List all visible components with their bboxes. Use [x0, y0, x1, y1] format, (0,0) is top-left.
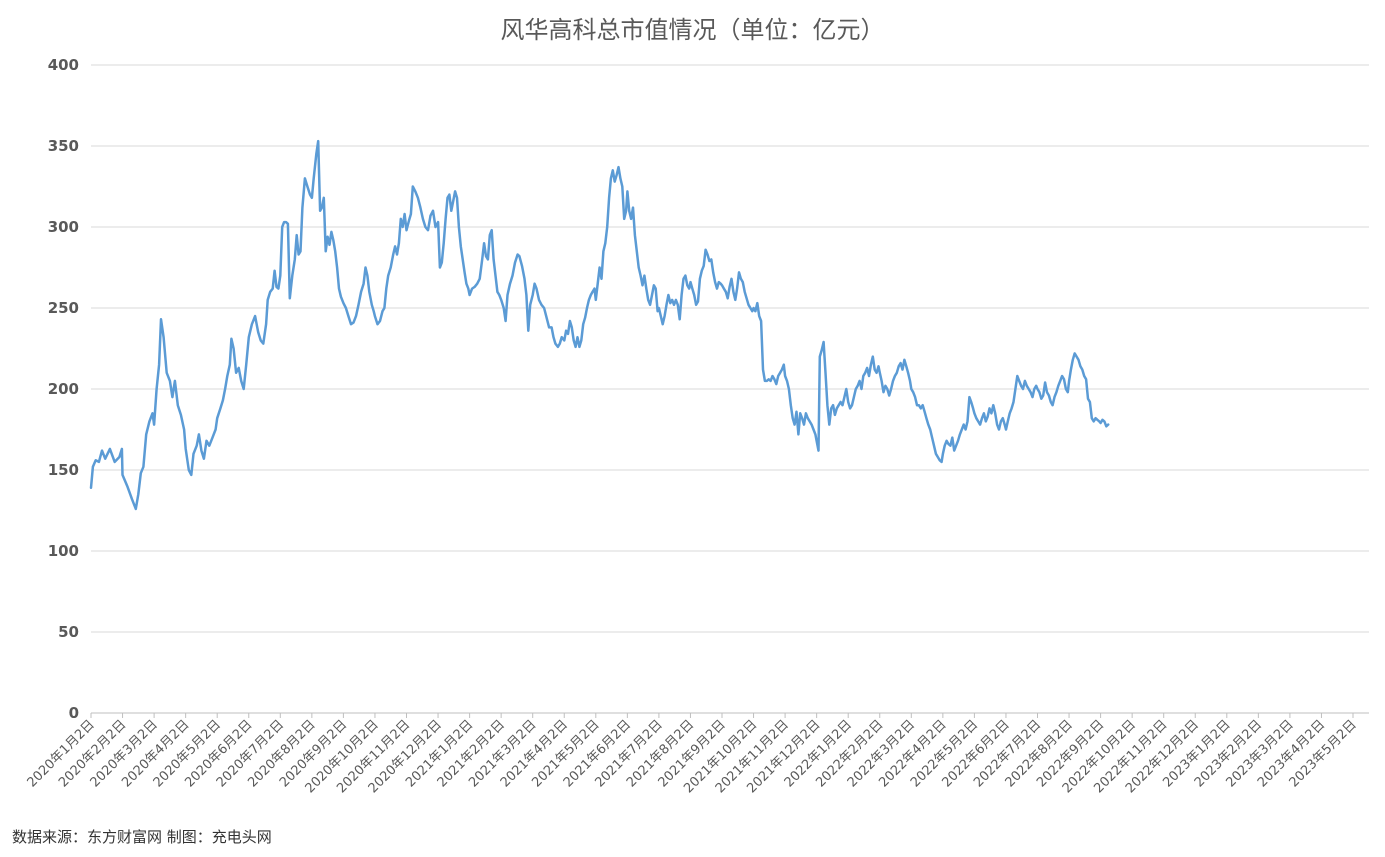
series-line-0	[89, 139, 1110, 511]
y-tick-label-300: 300	[48, 218, 79, 236]
y-tick-label-350: 350	[48, 137, 79, 155]
y-tick-label-200: 200	[48, 380, 79, 398]
y-tick-label-250: 250	[48, 299, 79, 317]
source-note: 数据来源：东方财富网 制图：充电头网	[12, 828, 272, 846]
y-tick-label-0: 0	[69, 704, 79, 722]
y-tick-label-150: 150	[48, 461, 79, 479]
y-tick-label-400: 400	[48, 56, 79, 74]
y-tick-label-100: 100	[48, 542, 79, 560]
y-tick-label-50: 50	[58, 623, 79, 641]
chart-title: 风华高科总市值情况（单位：亿元）	[500, 16, 885, 44]
